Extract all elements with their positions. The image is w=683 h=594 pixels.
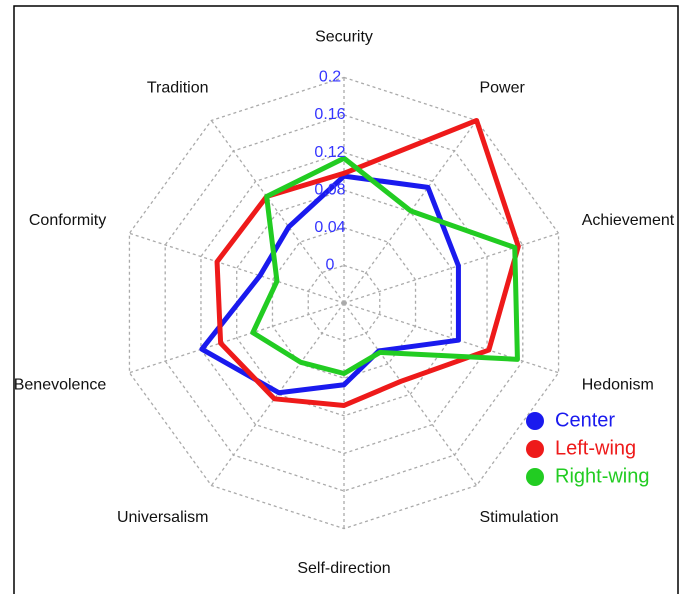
axis-spoke xyxy=(129,302,345,374)
axis-spoke xyxy=(210,120,345,304)
grid-ring xyxy=(128,76,560,530)
series-line xyxy=(250,155,520,376)
series-line xyxy=(199,173,461,396)
grid-ring xyxy=(236,189,452,417)
grid-ring xyxy=(164,114,524,492)
frame xyxy=(13,5,679,594)
labels-layer: 0 0.04 0.08 0.12 0.16 0.2 Security Power Achieve… xyxy=(14,29,675,577)
legend-marker xyxy=(526,468,544,486)
category-label: Conformity xyxy=(29,212,106,229)
series-layer xyxy=(199,117,521,408)
category-label: Hedonism xyxy=(582,376,654,393)
axis-spoke xyxy=(343,120,478,304)
axis-spoke xyxy=(343,302,478,486)
axis-spoke xyxy=(210,302,345,486)
axis-spoke xyxy=(129,232,345,304)
r-tick-label: 0.12 xyxy=(314,144,345,161)
category-label: Tradition xyxy=(147,79,209,96)
series-line xyxy=(214,117,521,408)
category-label: Universalism xyxy=(117,509,209,526)
legend-label: Right-wing xyxy=(555,465,649,487)
r-tick-label: 0.08 xyxy=(314,181,345,198)
category-label: Achievement xyxy=(582,212,675,229)
legend-label: Center xyxy=(555,409,615,431)
r-tick-label: 0.16 xyxy=(314,106,345,123)
r-tick-label: 0.04 xyxy=(314,219,345,236)
legend-marker xyxy=(526,440,544,458)
axis-spoke xyxy=(343,302,559,374)
category-label: Power xyxy=(479,79,525,96)
category-label: Stimulation xyxy=(479,509,558,526)
axis-spoke xyxy=(343,232,559,304)
category-label: Benevolence xyxy=(14,376,107,393)
legend-label: Left-wing xyxy=(555,437,636,459)
r-tick-label: 0 xyxy=(326,257,335,274)
grid xyxy=(128,76,560,530)
category-label: Security xyxy=(315,29,373,46)
category-label: Self-direction xyxy=(297,560,390,577)
legend-marker xyxy=(526,412,544,430)
r-tick-label: 0.2 xyxy=(319,69,341,86)
